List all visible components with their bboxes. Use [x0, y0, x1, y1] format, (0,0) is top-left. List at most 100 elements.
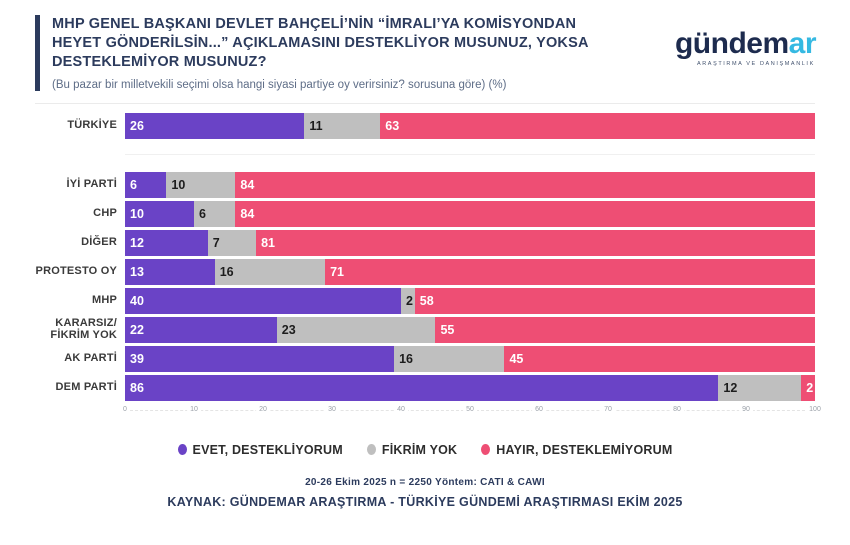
legend-label: FİKRİM YOK [381, 442, 458, 457]
bar-segment: 45 [504, 345, 815, 372]
axis-tick-label: 20 [256, 404, 270, 414]
bar-segment: 86 [125, 374, 719, 401]
value-label: 40 [130, 293, 144, 308]
value-label: 16 [219, 264, 234, 279]
legend-item: FİKRİM YOK [366, 442, 458, 457]
chart-row: PROTESTO OY 13 16 71 [25, 258, 815, 285]
stacked-bar: 26 11 63 [125, 112, 815, 139]
chart-row: CHP 10 6 84 [25, 200, 815, 227]
axis-tick-label: 0 [120, 404, 130, 414]
value-label: 23 [281, 322, 296, 337]
axis-tick-label: 60 [532, 404, 546, 414]
stacked-bar: 10 6 84 [125, 200, 815, 227]
axis-tick-label: 70 [601, 404, 615, 414]
header: MHP GENEL BAŞKANI DEVLET BAHÇELİ’NİN “İM… [0, 0, 850, 91]
bar-segment: 2 [401, 287, 415, 314]
stacked-bar: 6 10 84 [125, 171, 815, 198]
legend-item: EVET, DESTEKLİYORUM [177, 442, 343, 457]
bar-segment: 39 [125, 345, 395, 372]
row-label: TÜRKİYE [67, 118, 117, 131]
value-label: 22 [130, 322, 144, 337]
chart-rows: TÜRKİYE 26 11 63 İYİ PARTİ 6 10 84 CHP 10 6 84 DİĞER… [25, 112, 815, 401]
value-label: 7 [212, 235, 220, 250]
bar-segment: 81 [256, 229, 815, 256]
row-label: İYİ PARTİ [66, 177, 117, 190]
bar-segment: 71 [325, 258, 815, 285]
chart-row: TÜRKİYE 26 11 63 [25, 112, 815, 139]
row-label: MHP [91, 293, 117, 306]
page-title: MHP GENEL BAŞKANI DEVLET BAHÇELİ’NİN “İM… [52, 16, 589, 70]
footer: 20-26 Ekim 2025 n = 2250 Yöntem: CATI & … [0, 477, 850, 509]
row-label: PROTESTO OY [35, 264, 117, 277]
value-label: 71 [330, 264, 344, 279]
stacked-bar: 12 7 81 [125, 229, 815, 256]
value-label: 11 [309, 118, 323, 133]
chart-row: KARARSIZ/ FİKRİM YOK 22 23 55 [25, 316, 815, 343]
page-subtitle: (Bu pazar bir milletvekili seçimi olsa h… [52, 78, 507, 91]
value-label: 6 [130, 177, 137, 192]
value-label: 63 [385, 118, 400, 133]
bar-segment: 58 [414, 287, 815, 314]
row-label: CHP [93, 206, 117, 219]
bar-segment: 22 [125, 316, 277, 343]
title-block: MHP GENEL BAŞKANI DEVLET BAHÇELİ’NİN “İM… [35, 15, 625, 91]
row-label: KARARSIZ/ FİKRİM YOK [50, 316, 117, 341]
bar-segment: 2 [801, 374, 815, 401]
value-label: 84 [240, 177, 255, 192]
legend-dot-icon [366, 444, 376, 456]
logo-text-main: gündem [674, 27, 789, 60]
value-label: 81 [261, 235, 275, 250]
chart-row: DEM PARTİ 86 12 2 [25, 374, 815, 401]
value-label: 10 [130, 206, 144, 221]
axis-tick-label: 30 [325, 404, 339, 414]
bar-segment: 84 [235, 171, 815, 198]
logo-wordmark: gündemar [674, 27, 817, 60]
row-label: DEM PARTİ [55, 380, 117, 393]
legend-dot-icon [177, 444, 187, 456]
bar-segment: 84 [235, 200, 815, 227]
bar-segment: 16 [214, 258, 326, 285]
stacked-bar: 86 12 2 [125, 374, 815, 401]
value-label: 86 [130, 380, 144, 395]
value-label: 39 [130, 351, 144, 366]
value-label: 2 [806, 380, 814, 395]
bar-segment: 7 [207, 229, 257, 256]
bar-segment: 10 [166, 171, 236, 198]
chart-row: DİĞER 12 7 81 [25, 229, 815, 256]
value-label: 84 [240, 206, 255, 221]
axis-tick-label: 10 [187, 404, 201, 414]
stacked-bar: 40 2 58 [125, 287, 815, 314]
legend-item: HAYIR, DESTEKLEMİYORUM [481, 443, 672, 457]
row-label: DİĞER [81, 235, 117, 248]
value-label: 58 [419, 293, 434, 308]
axis-tick-label: 90 [739, 404, 753, 414]
bar-segment: 40 [125, 287, 401, 314]
value-label: 2 [406, 293, 413, 308]
header-divider [35, 102, 815, 104]
chart-row: MHP 40 2 58 [25, 287, 815, 314]
separator-line [125, 153, 815, 155]
gundemar-logo: gündemar ARAŞTIRMA VE DANIŞMANLIK [674, 27, 820, 68]
stacked-bar: 39 16 45 [125, 345, 815, 372]
legend-label: EVET, DESTEKLİYORUM [192, 442, 343, 457]
value-label: 6 [199, 206, 206, 221]
stacked-bar-chart: TÜRKİYE 26 11 63 İYİ PARTİ 6 10 84 CHP 10 6 84 DİĞER… [0, 104, 850, 419]
value-label: 45 [509, 351, 524, 366]
axis-tick-label: 40 [394, 404, 408, 414]
stacked-bar: 13 16 71 [125, 258, 815, 285]
bar-segment: 6 [194, 200, 236, 227]
legend-dot-icon [481, 444, 491, 456]
value-label: 55 [440, 322, 455, 337]
value-label: 12 [723, 380, 738, 395]
logo-tagline: ARAŞTIRMA VE DANIŞMANLIK [696, 61, 815, 67]
axis-tick-label: 50 [463, 404, 477, 414]
row-label: AK PARTİ [64, 351, 117, 364]
value-label: 10 [171, 177, 186, 192]
bar-segment: 55 [435, 316, 815, 343]
x-axis: 0 10 20 30 40 50 60 70 80 90 100 [120, 404, 824, 419]
chart-row: AK PARTİ 39 16 45 [25, 345, 815, 372]
bar-segment: 23 [276, 316, 436, 343]
axis-tick-label: 80 [670, 404, 684, 414]
bar-segment: 10 [125, 200, 194, 227]
